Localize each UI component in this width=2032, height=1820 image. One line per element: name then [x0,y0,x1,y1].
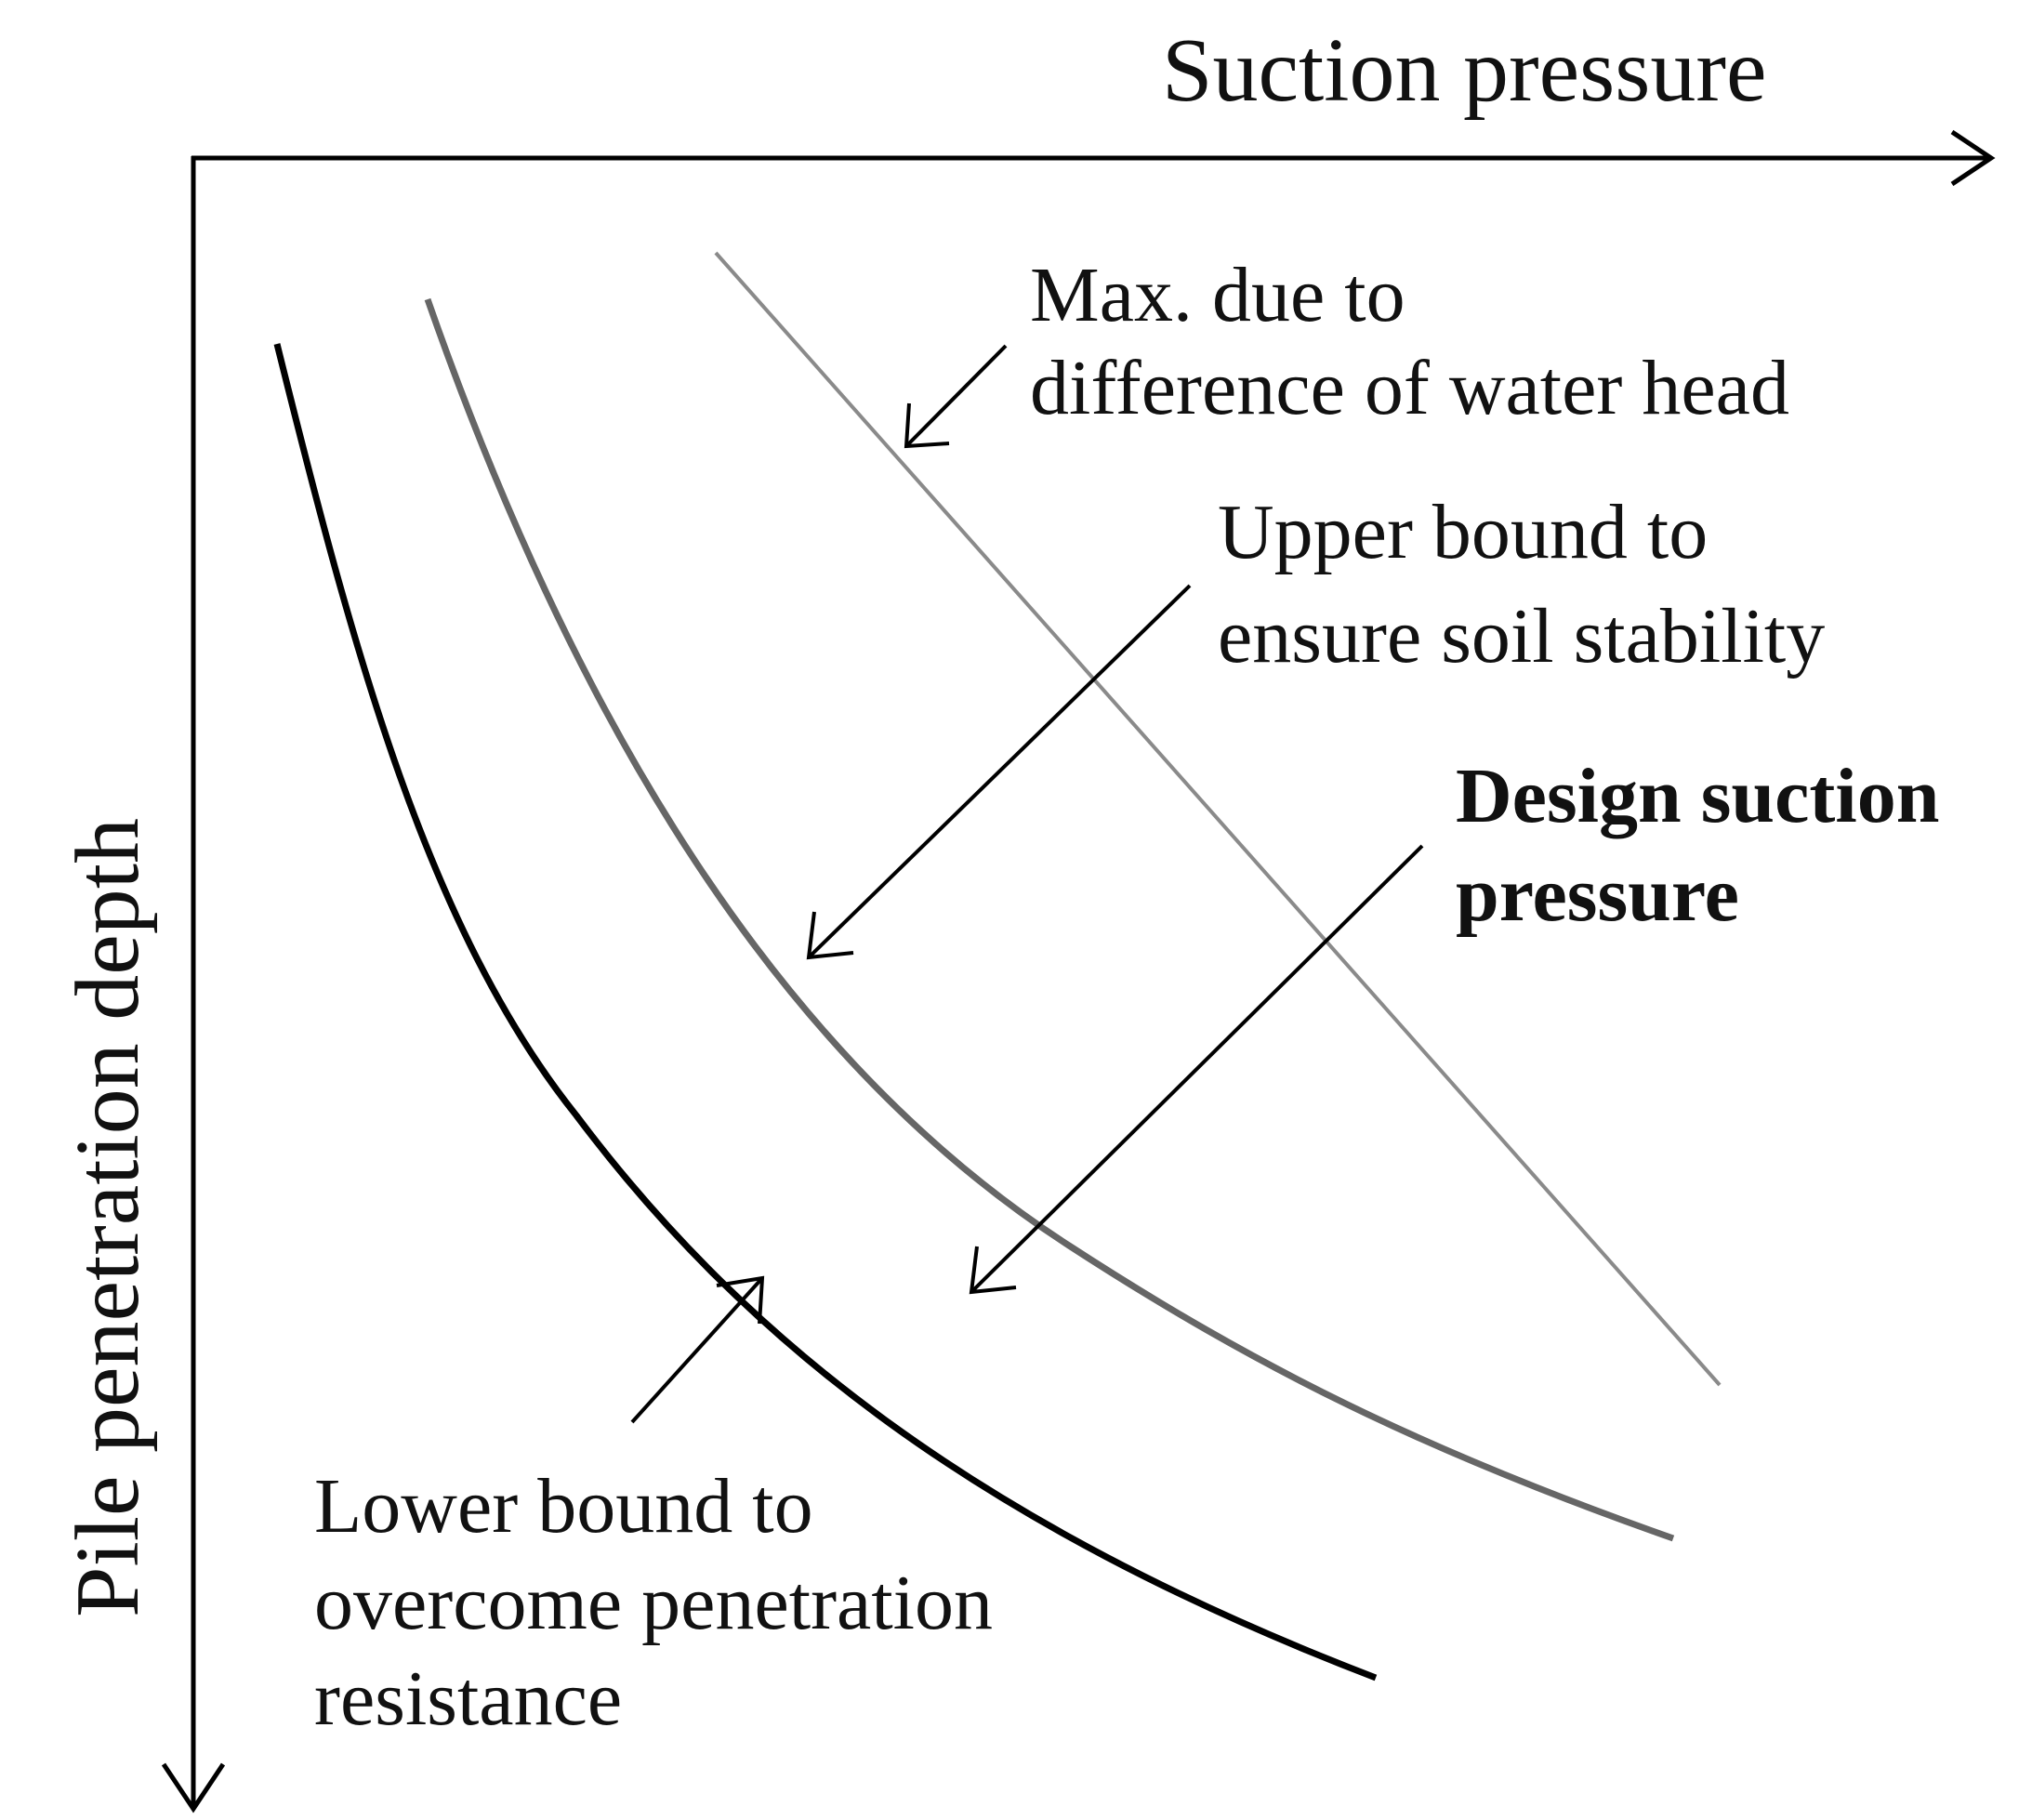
lower-bound-curve [273,343,1378,1682]
axes [161,129,1996,1813]
x-axis-title: Suction pressure [1162,20,1767,121]
annotation-arrows [630,344,1424,1424]
design-suction-arrowhead-icon [969,1246,1017,1295]
max-water-head-curve [714,251,1722,1387]
max-water-head-arrow [904,344,1008,448]
upper-bound-arrow [807,584,1192,959]
y-axis-arrowhead-icon [161,1762,226,1813]
upper-bound-curve [424,297,1675,1542]
design-suction-arrow [970,844,1424,1294]
design-suction-label: Design suction pressure [1456,753,1959,938]
y-axis-title: Pile penetration depth [58,818,158,1617]
x-axis-arrowhead-icon [1950,129,1996,187]
curves [273,251,1722,1682]
upper-bound-label: Upper bound to ensure soil stability [1218,489,1825,679]
max-water-head-arrowhead-icon [904,402,950,449]
lower-bound-label: Lower bound to overcome penetration resi… [314,1463,1012,1742]
lower-bound-arrow [630,1276,764,1424]
max-water-head-label: Max. due to difference of water head [1030,252,1789,431]
lower-bound-arrowhead-icon [716,1275,765,1325]
upper-bound-arrowhead-icon [806,911,854,960]
